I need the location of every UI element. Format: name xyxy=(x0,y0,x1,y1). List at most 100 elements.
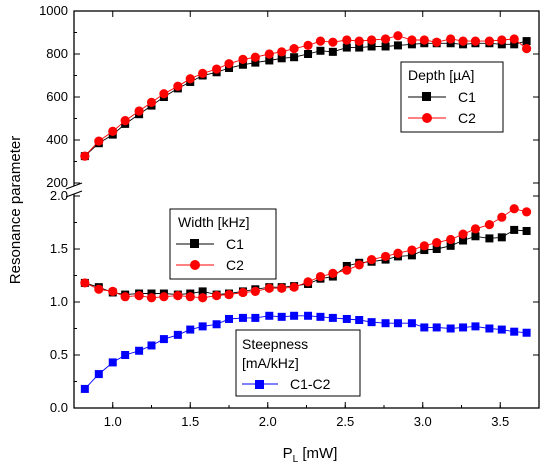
width-point-c2 xyxy=(393,248,403,258)
steepness-point-c1-c2 xyxy=(238,313,247,322)
width-point-c2 xyxy=(470,224,481,234)
width-point-c2 xyxy=(458,229,468,239)
legend-width-c1-marker xyxy=(190,239,199,248)
width-point-c2 xyxy=(509,204,519,214)
depth-point-c2 xyxy=(238,54,248,64)
depth-point-c2 xyxy=(198,68,208,78)
depth-point-c2 xyxy=(212,64,222,74)
x-tick-label: 1.0 xyxy=(104,414,122,429)
steepness-point-c1-c2 xyxy=(265,311,274,320)
steepness-point-c1-c2 xyxy=(328,313,337,322)
depth-point-c2 xyxy=(289,44,299,54)
depth-point-c2 xyxy=(120,116,130,126)
steepness-point-c1-c2 xyxy=(522,328,531,337)
x-tick-label: 2.5 xyxy=(336,414,354,429)
legend-width: Width [kHz] C1 C2 xyxy=(169,208,277,280)
width-point-c2 xyxy=(289,282,299,292)
depth-point-c1 xyxy=(304,50,313,58)
depth-point-c1 xyxy=(238,60,247,69)
depth-point-c2 xyxy=(458,36,468,46)
legend-width-c1-label: C1 xyxy=(226,236,244,252)
width-point-c2 xyxy=(173,291,183,301)
legend-width-c2-label: C2 xyxy=(226,257,244,273)
steepness-point-c1-c2 xyxy=(94,370,103,379)
x-tick-label: 3.5 xyxy=(491,414,509,429)
steepness-point-c1-c2 xyxy=(355,316,364,325)
depth-point-c1 xyxy=(277,54,286,63)
width-point-c2 xyxy=(432,238,442,248)
y-tick-label-bottom: 1.0 xyxy=(50,294,68,309)
y-tick-label-bottom: 1.5 xyxy=(50,241,68,256)
depth-point-c2 xyxy=(393,31,403,41)
steepness-point-c1-c2 xyxy=(225,314,233,323)
depth-point-c2 xyxy=(407,35,417,45)
depth-point-c2 xyxy=(277,47,287,57)
depth-point-c1 xyxy=(381,42,390,51)
width-series-c2 xyxy=(80,204,532,303)
depth-point-c1 xyxy=(393,41,402,50)
steepness-point-c1-c2 xyxy=(393,319,402,328)
depth-point-c1 xyxy=(367,42,376,51)
width-point-c1 xyxy=(459,236,468,245)
legend-steepness-c1c2-marker xyxy=(255,380,264,389)
steepness-point-c1-c2 xyxy=(121,351,130,359)
width-point-c1 xyxy=(522,226,531,235)
steepness-point-c1-c2 xyxy=(186,325,195,334)
depth-point-c2 xyxy=(264,49,274,59)
depth-point-c2 xyxy=(432,37,442,47)
y-axis-title: Resonance parameter xyxy=(7,136,24,284)
depth-point-c1 xyxy=(251,58,260,67)
y-tick-label-top: 400 xyxy=(46,132,68,147)
depth-point-c2 xyxy=(303,40,313,51)
legend-steepness: Steepness [mA/kHz] C1-C2 xyxy=(235,329,361,397)
width-point-c2 xyxy=(264,283,274,293)
depth-point-c2 xyxy=(419,35,429,45)
steepness-point-c1-c2 xyxy=(485,324,494,333)
steepness-point-c1-c2 xyxy=(173,330,182,339)
legend-depth-c2-label: C2 xyxy=(458,110,476,126)
depth-point-c2 xyxy=(250,52,260,62)
steepness-point-c1-c2 xyxy=(147,341,156,350)
width-point-c2 xyxy=(380,251,391,262)
legend-depth-c1-marker xyxy=(422,92,431,101)
depth-point-c2 xyxy=(173,81,183,91)
axis-break xyxy=(65,182,83,198)
width-point-c2 xyxy=(134,291,144,301)
depth-point-c2 xyxy=(484,36,494,46)
steepness-point-c1-c2 xyxy=(80,384,89,393)
depth-point-c2 xyxy=(380,34,391,44)
y-axis-ticks-bottom: 0.0 0.5 1.0 1.5 2.0 xyxy=(50,188,539,415)
y-tick-label-top: 200 xyxy=(46,175,68,190)
x-axis-ticks: 1.0 1.5 2.0 2.5 3.0 3.5 xyxy=(73,11,540,429)
y-tick-label-bottom: 0.5 xyxy=(50,347,68,362)
y-tick-label-bottom: 2.0 xyxy=(50,188,68,203)
width-point-c2 xyxy=(342,265,352,275)
depth-point-c2 xyxy=(354,36,364,46)
depth-point-c1 xyxy=(510,40,519,49)
width-point-c2 xyxy=(212,291,222,301)
width-point-c2 xyxy=(80,278,90,288)
width-point-c1 xyxy=(510,225,519,234)
steepness-point-c1-c2 xyxy=(212,320,221,329)
depth-point-c2 xyxy=(497,35,507,45)
steepness-point-c1-c2 xyxy=(159,335,168,344)
depth-point-c1 xyxy=(355,43,364,52)
y-axis-ticks-top: 200 400 600 800 1000 xyxy=(39,3,539,190)
steepness-point-c1-c2 xyxy=(497,325,506,334)
width-point-c2 xyxy=(315,271,326,282)
depth-point-c1 xyxy=(265,56,274,65)
width-point-c2 xyxy=(407,245,417,255)
width-point-c2 xyxy=(522,207,532,217)
x-tick-label: 2.0 xyxy=(259,414,277,429)
width-point-c1 xyxy=(497,233,506,242)
width-point-c1 xyxy=(407,251,416,260)
width-point-c1 xyxy=(485,234,494,243)
width-point-c2 xyxy=(159,292,169,302)
steepness-point-c1-c2 xyxy=(290,311,299,320)
legend-depth-c1-label: C1 xyxy=(458,89,476,105)
depth-point-c2 xyxy=(134,106,144,116)
depth-point-c1 xyxy=(290,53,299,62)
depth-point-c2 xyxy=(522,44,532,54)
width-point-c2 xyxy=(185,292,195,302)
